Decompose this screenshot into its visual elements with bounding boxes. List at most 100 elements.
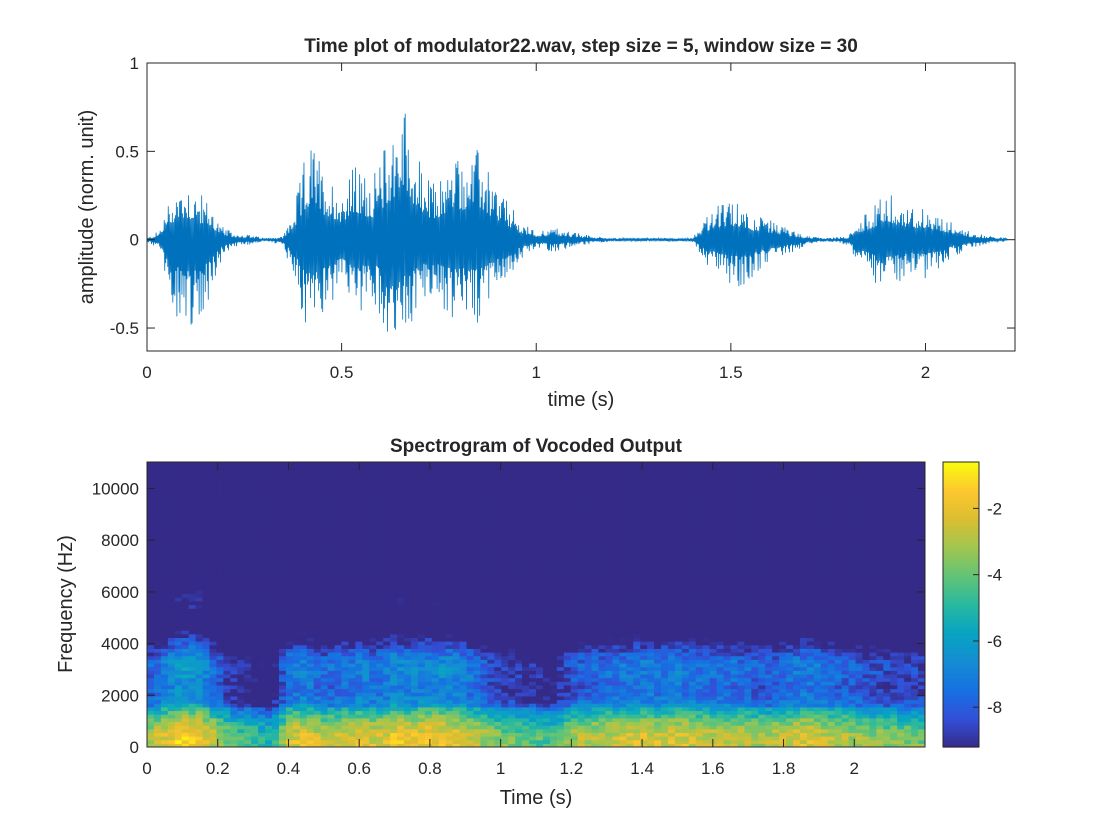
- spectrogram-cell: [327, 487, 336, 492]
- spectrogram-cell: [209, 491, 218, 496]
- spectrogram-cell: [424, 736, 433, 741]
- spectrogram-cell: [306, 513, 315, 518]
- spectrogram-cell: [577, 739, 586, 744]
- spectrogram-cell: [341, 670, 350, 675]
- spectrogram-cell: [306, 465, 315, 470]
- spectrogram-cell: [522, 520, 530, 525]
- spectrogram-cell: [299, 516, 308, 522]
- spectrogram-cell: [355, 571, 363, 576]
- spectrogram-cell: [563, 542, 572, 547]
- spectrogram-cell: [556, 538, 565, 543]
- spectrogram-cell: [570, 662, 579, 668]
- spectrogram-cell: [445, 491, 454, 496]
- spectrogram-cell: [174, 538, 183, 543]
- spectrogram-cell: [577, 611, 586, 617]
- spectrogram-cell: [306, 600, 315, 606]
- spectrogram-cell: [542, 549, 551, 554]
- spectrogram-cell: [438, 531, 447, 536]
- spectrogram-cell: [536, 546, 544, 551]
- spectrogram-cell: [147, 670, 155, 675]
- spectrogram-cell: [459, 531, 468, 536]
- spectrogram-cell: [556, 586, 565, 591]
- spectrogram-cell: [515, 476, 523, 481]
- spectrogram-cell: [355, 725, 363, 730]
- spectrogram-cell: [536, 692, 544, 697]
- spectrogram-cell: [251, 483, 259, 489]
- spectrogram-cell: [487, 644, 495, 649]
- spectrogram-cell: [556, 688, 565, 693]
- spectrogram-cell: [278, 611, 287, 617]
- spectrogram-cell: [341, 524, 350, 529]
- spectrogram-cell: [466, 476, 475, 481]
- spectrogram-cell: [299, 465, 308, 470]
- spectrogram-cell: [285, 725, 294, 730]
- spectrogram-cell: [306, 622, 315, 628]
- spectrogram-cell: [508, 465, 516, 470]
- spectrogram-cell: [397, 662, 405, 668]
- spectrogram-cell: [424, 520, 433, 525]
- spectrogram-cell: [216, 553, 225, 558]
- spectrogram-cell: [230, 641, 238, 646]
- spectrogram-cell: [459, 575, 468, 580]
- spectrogram-cell: [549, 677, 558, 682]
- spectrogram-cell: [244, 630, 252, 635]
- spectrogram-cell: [536, 662, 544, 668]
- spectrogram-cell: [383, 567, 391, 573]
- spectrogram-cell: [501, 684, 509, 690]
- spectrogram-cell: [522, 542, 530, 547]
- spectrogram-cell: [292, 516, 301, 522]
- spectrogram-cell: [265, 465, 273, 470]
- spectrogram-cell: [383, 706, 391, 712]
- spectrogram-cell: [258, 487, 266, 492]
- spectrogram-cell: [230, 465, 238, 470]
- spectrogram-cell: [390, 527, 398, 533]
- spectrogram-cell: [369, 498, 377, 503]
- spectrogram-cell: [174, 567, 183, 573]
- spectrogram-cell: [216, 564, 225, 569]
- spectrogram-cell: [258, 560, 266, 565]
- spectrogram-cell: [584, 655, 593, 660]
- spectrogram-cell: [438, 546, 447, 551]
- spectrogram-cell: [292, 637, 301, 642]
- spectrogram-cell: [410, 739, 419, 744]
- spectrogram-cell: [494, 666, 502, 671]
- spectrogram-cell: [397, 641, 405, 646]
- spectrogram-cell: [285, 619, 294, 624]
- spectrogram-cell: [417, 681, 426, 686]
- spectrogram-cell: [292, 670, 301, 675]
- spectrogram-cell: [584, 648, 593, 653]
- spectrogram-cell: [230, 637, 238, 642]
- spectrogram-cell: [355, 619, 363, 624]
- spectrogram-cell: [424, 673, 433, 679]
- spectrogram-cell: [334, 692, 343, 697]
- spectrogram-cell: [410, 549, 419, 554]
- spectrogram-cell: [272, 520, 280, 525]
- spectrogram-cell: [320, 465, 329, 470]
- spectrogram-cell: [355, 644, 363, 649]
- spectrogram-cell: [320, 710, 329, 715]
- spectrogram-cell: [313, 538, 322, 543]
- spectrogram-cell: [258, 476, 266, 481]
- spectrogram-cell: [424, 582, 433, 587]
- spectrogram-cell: [216, 662, 225, 668]
- spectrogram-cell: [390, 487, 398, 492]
- spectrogram-cell: [230, 743, 238, 747]
- spectrogram-cell: [556, 736, 565, 741]
- spectrogram-cell: [563, 502, 572, 507]
- spectrogram-cell: [536, 604, 544, 609]
- spectrogram-cell: [174, 659, 183, 664]
- spectrogram-cell: [202, 531, 211, 536]
- spectrogram-cell: [577, 513, 586, 518]
- spectrogram-cell: [278, 692, 287, 697]
- spectrogram-cell: [438, 659, 447, 664]
- spectrogram-cell: [278, 608, 287, 613]
- spectrogram-cell: [237, 571, 245, 576]
- spectrogram-cell: [313, 549, 322, 554]
- spectrogram-cell: [160, 553, 169, 558]
- spectrogram-cell: [584, 659, 593, 664]
- spectrogram-cell: [487, 524, 495, 529]
- spectrogram-cell: [153, 535, 162, 540]
- spectrogram-cell: [508, 630, 516, 635]
- spectrogram-cell: [383, 494, 391, 500]
- spectrogram-cell: [153, 538, 162, 543]
